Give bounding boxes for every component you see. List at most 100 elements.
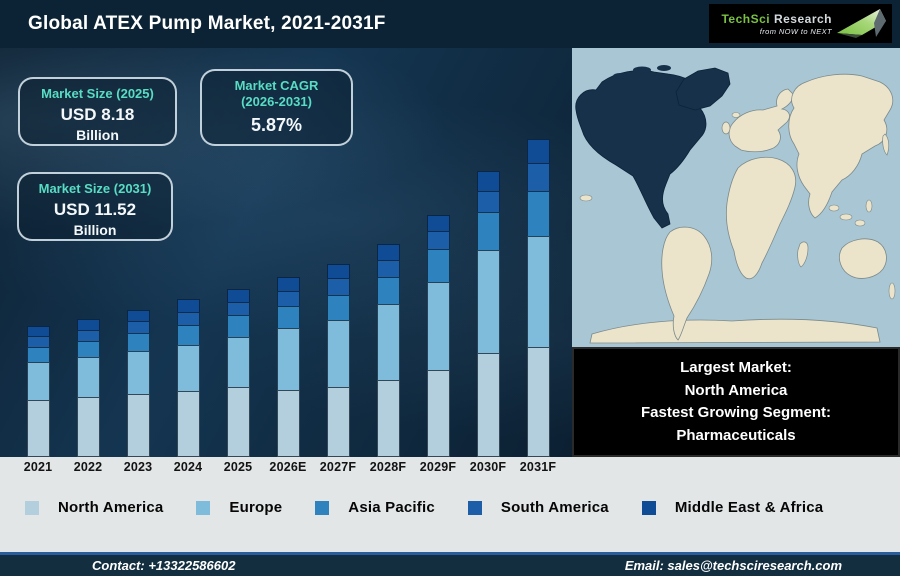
bar-slot-2031F [513, 139, 563, 457]
bar-2022 [76, 319, 100, 457]
map-uk [721, 121, 731, 135]
world-map [572, 48, 900, 347]
map-north-america [575, 70, 707, 229]
bar-segment-europe [76, 357, 100, 397]
legend-label: Asia Pacific [348, 499, 435, 516]
x-axis-label-2031F: 2031F [519, 460, 557, 474]
bar-segment-asia-pacific [226, 315, 250, 337]
bar-slot-2023 [113, 310, 163, 457]
logo-arrow-icon [837, 9, 886, 38]
map-asia [788, 73, 894, 219]
bar-segment-north-america [276, 390, 300, 457]
x-axis-label-2030F: 2030F [469, 460, 507, 474]
stat-value: 5.87% [250, 115, 303, 136]
legend-item-south-america: South America [467, 499, 609, 516]
logo-brand-secondary: Research [773, 11, 832, 26]
map-arctic-island [633, 66, 651, 74]
map-island [579, 194, 593, 202]
stat-box-market-cagr: Market CAGR (2026-2031) 5.87% [200, 69, 353, 146]
bar-segment-asia-pacific [126, 333, 150, 351]
bar-segment-europe [276, 328, 300, 390]
stat-box-market-size-2031: Market Size (2031) USD 11.52 Billion [17, 172, 173, 241]
legend-swatch [25, 500, 39, 515]
bar-segment-middle-east-africa [426, 215, 450, 231]
map-japan [882, 133, 890, 156]
stat-label: Market Size (2031) [38, 181, 152, 196]
bar-segment-middle-east-africa [376, 244, 400, 260]
bar-segment-europe [26, 362, 50, 400]
map-europe [728, 88, 795, 153]
bar-segment-north-america [76, 397, 100, 457]
bar-slot-2024 [163, 299, 213, 457]
bar-2028F [376, 244, 400, 457]
bar-segment-europe [126, 351, 150, 394]
x-axis-label-2027F: 2027F [319, 460, 357, 474]
bar-segment-asia-pacific [476, 212, 500, 250]
techsci-research-logo: TechSci Research from NOW to NEXT [709, 4, 892, 43]
bar-segment-north-america [26, 400, 50, 457]
bar-segment-europe [226, 337, 250, 387]
legend-label: South America [500, 499, 609, 516]
bar-segment-middle-east-africa [526, 139, 550, 163]
logo-brand-name: TechSci Research [721, 12, 832, 26]
map-island [828, 204, 840, 212]
bar-segment-middle-east-africa [226, 289, 250, 302]
x-axis-labels: 2021 2022 2023 2024 2025 2026E 2027F 2028F 2029F… [13, 460, 563, 474]
stat-label: Market Size (2025) [41, 86, 154, 101]
stat-unit: Billion [73, 221, 117, 238]
bar-slot-2030F [463, 171, 513, 457]
bar-segment-asia-pacific [76, 341, 100, 357]
map-greenland [675, 67, 731, 111]
bar-segment-south-america [476, 191, 500, 212]
bar-segment-south-america [526, 163, 550, 191]
bar-segment-middle-east-africa [276, 277, 300, 291]
legend-item-europe: Europe [196, 499, 282, 516]
callout-line: North America [684, 381, 788, 399]
bar-segment-south-america [176, 312, 200, 325]
stat-label: Market CAGR [234, 78, 319, 93]
legend-swatch [196, 500, 211, 515]
bar-segment-north-america [226, 387, 250, 457]
logo-text: TechSci Research from NOW to NEXT [721, 12, 832, 36]
x-axis-label-2025: 2025 [223, 460, 253, 474]
footer-email: Email: sales@techsciresearch.com [624, 558, 842, 573]
bar-segment-asia-pacific [176, 325, 200, 345]
map-antarctica [589, 318, 881, 344]
bar-segment-middle-east-africa [476, 171, 500, 191]
bar-segment-south-america [426, 231, 450, 249]
bar-2024 [176, 299, 200, 457]
bar-segment-asia-pacific [26, 347, 50, 362]
bar-segment-south-america [276, 291, 300, 306]
bar-segment-middle-east-africa [326, 264, 350, 278]
legend-item-north-america: North America [25, 499, 163, 516]
x-axis-label-2028F: 2028F [369, 460, 407, 474]
map-new-zealand [888, 282, 896, 300]
callout-line: Pharmaceuticals [676, 426, 796, 444]
map-philippines [865, 199, 873, 213]
bar-segment-asia-pacific [376, 277, 400, 304]
bar-segment-south-america [126, 321, 150, 333]
header: Global ATEX Pump Market, 2021-2031F Tech… [0, 0, 900, 48]
bar-2026E [276, 277, 300, 457]
market-callout-box: Largest Market: North America Fastest Gr… [572, 347, 900, 457]
stat-unit: Billion [76, 126, 119, 143]
bar-segment-middle-east-africa [126, 310, 150, 321]
bar-segment-middle-east-africa [76, 319, 100, 330]
bar-slot-2028F [363, 244, 413, 457]
bar-segment-north-america [126, 394, 150, 457]
x-axis-label-2021: 2021 [23, 460, 53, 474]
bar-2027F [326, 264, 350, 457]
bar-segment-south-america [226, 302, 250, 315]
bar-segment-europe [176, 345, 200, 391]
legend-swatch [467, 500, 482, 515]
bar-segment-south-america [326, 278, 350, 295]
bar-segment-asia-pacific [426, 249, 450, 282]
map-madagascar [797, 241, 809, 268]
logo-brand-primary: TechSci [721, 11, 771, 26]
bar-slot-2025 [213, 289, 263, 457]
callout-line: Largest Market: [680, 359, 792, 376]
map-africa [726, 156, 797, 280]
bar-segment-asia-pacific [276, 306, 300, 328]
chart-legend: North America Europe Asia Pacific South Ame… [25, 499, 823, 516]
bar-segment-north-america [526, 347, 550, 457]
